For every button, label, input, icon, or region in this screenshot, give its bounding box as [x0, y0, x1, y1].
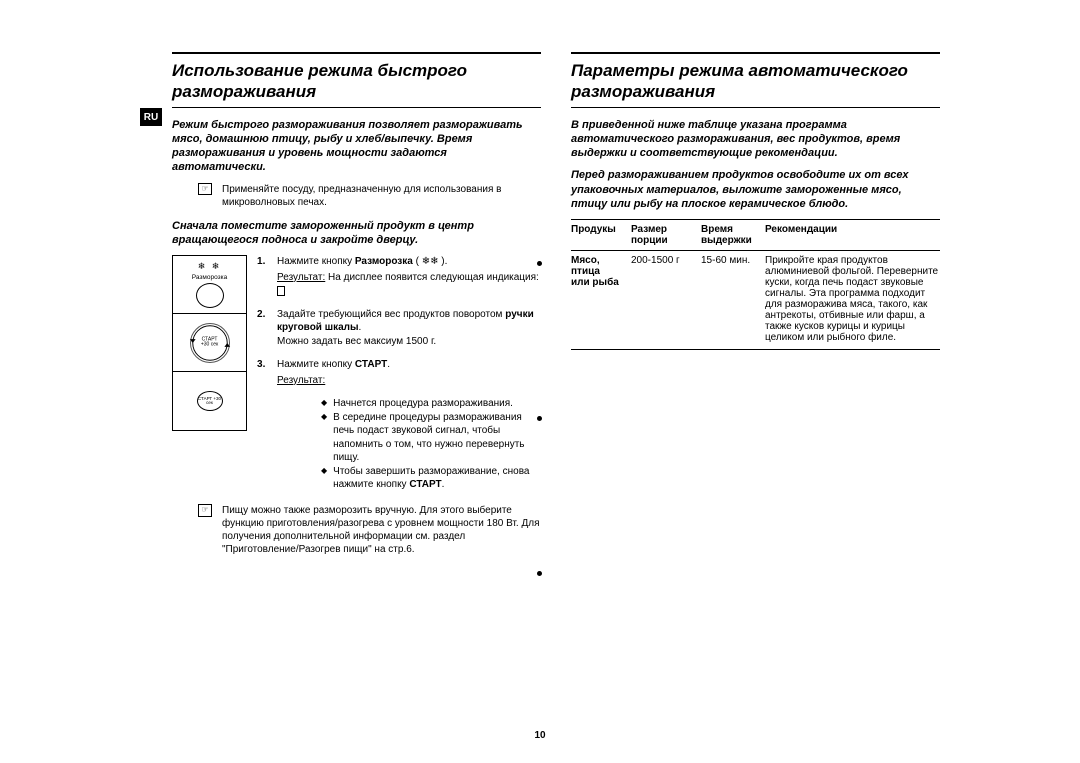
dial-icon [196, 283, 224, 308]
steps-area: ❄ ❄ Разморозка СТАРТ +30 сек [172, 255, 541, 492]
panel3-label: СТАРТ +30 сек [198, 397, 222, 406]
td-product: Мясо, птица или рыба [571, 255, 631, 343]
display-glyph-icon [277, 286, 285, 296]
panel-start: СТАРТ +30 сек [173, 372, 246, 430]
panel-weight-dial: СТАРТ +30 сек [173, 314, 246, 372]
bullet-3: Чтобы завершить размораживание, снова на… [321, 465, 541, 492]
defrost-table: Продукы Размерпорции Времявыдержки Реком… [571, 219, 940, 350]
note-icon-2: ☞ [198, 504, 212, 517]
step3-c: . [387, 359, 390, 370]
table-header: Продукы Размерпорции Времявыдержки Реком… [571, 220, 940, 251]
step2-d: Можно задать вес максиум 1500 г. [277, 335, 541, 349]
control-panels: ❄ ❄ Разморозка СТАРТ +30 сек [172, 255, 247, 431]
left-heading: Использование режима быстрого разморажив… [172, 52, 541, 108]
panel1-label: Разморозка [192, 274, 227, 281]
left-sub-intro: Сначала поместите замороженный продукт в… [172, 219, 541, 248]
step1-c: ( ❄❄ ). [413, 256, 448, 267]
panel-column: ❄ ❄ Разморозка СТАРТ +30 сек [172, 255, 247, 492]
th-portion: Размерпорции [631, 224, 701, 246]
page-body: Использование режима быстрого разморажив… [0, 0, 1080, 566]
start-dial-icon: СТАРТ +30 сек [197, 391, 223, 411]
th-product: Продукы [571, 224, 631, 246]
bullet3-c: . [442, 479, 445, 490]
right-column: Параметры режима автоматического размора… [571, 52, 940, 566]
left-column: Использование режима быстрого разморажив… [140, 52, 541, 566]
language-tag: RU [140, 108, 162, 126]
th-recommendations: Рекомендации [765, 224, 940, 246]
bullet-1: Начнется процедура размораживания. [321, 397, 541, 411]
td-time: 15-60 мин. [701, 255, 765, 343]
left-intro: Режим быстрого размораживания позволяет … [172, 118, 541, 175]
note-icon: ☞ [198, 183, 212, 196]
table-row: Мясо, птица или рыба 200-1500 г 15-60 ми… [571, 251, 940, 349]
right-heading: Параметры режима автоматического размора… [571, 52, 940, 108]
td-recommendations: Прикройте края продуктов алюминиевой фол… [765, 255, 940, 343]
step3-b: СТАРТ [355, 359, 387, 370]
step2-a: Задайте требующийся вес продуктов поворо… [277, 309, 505, 320]
step3-a: Нажмите кнопку [277, 359, 355, 370]
steps-text-column: Нажмите кнопку Разморозка ( ❄❄ ). Резуль… [257, 255, 541, 492]
page-number: 10 [0, 730, 1080, 741]
snowflake-icon: ❄ ❄ [198, 261, 222, 272]
step2-c: . [359, 322, 362, 333]
step1-result-label: Результат: [277, 272, 325, 283]
steps-list: Нажмите кнопку Разморозка ( ❄❄ ). Резуль… [257, 255, 541, 387]
manual-defrost-note: ☞ Пищу можно также разморозить вручную. … [198, 504, 541, 556]
step-2: Задайте требующийся вес продуктов поворо… [257, 308, 541, 349]
right-intro-1: В приведенной ниже таблице указана прогр… [571, 118, 940, 161]
bullet-2: В середине процедуры размораживания печь… [321, 411, 541, 465]
step-3: Нажмите кнопку СТАРТ. Результат: [257, 358, 541, 387]
panel2-label: СТАРТ +30 сек [200, 337, 219, 348]
note2-text: Пищу можно также разморозить вручную. Дл… [222, 504, 541, 556]
th-time: Времявыдержки [701, 224, 765, 246]
result-bullets: Начнется процедура размораживания. В сер… [321, 397, 541, 492]
step3-result-label: Результат: [277, 375, 325, 386]
step1-b: Разморозка [355, 256, 413, 267]
weight-dial-icon: СТАРТ +30 сек [190, 323, 230, 363]
step-1: Нажмите кнопку Разморозка ( ❄❄ ). Резуль… [257, 255, 541, 298]
panel-defrost: ❄ ❄ Разморозка [173, 256, 246, 314]
note-text: Применяйте посуду, предназначенную для и… [222, 183, 541, 209]
dish-note: ☞ Применяйте посуду, предназначенную для… [198, 183, 541, 209]
binding-dots [539, 261, 540, 571]
step1-result-text: На дисплее появится следующая индикация: [325, 272, 539, 283]
td-portion: 200-1500 г [631, 255, 701, 343]
step1-a: Нажмите кнопку [277, 256, 355, 267]
bullet3-b: СТАРТ [409, 479, 441, 490]
right-intro-2: Перед размораживанием продуктов освободи… [571, 168, 940, 211]
